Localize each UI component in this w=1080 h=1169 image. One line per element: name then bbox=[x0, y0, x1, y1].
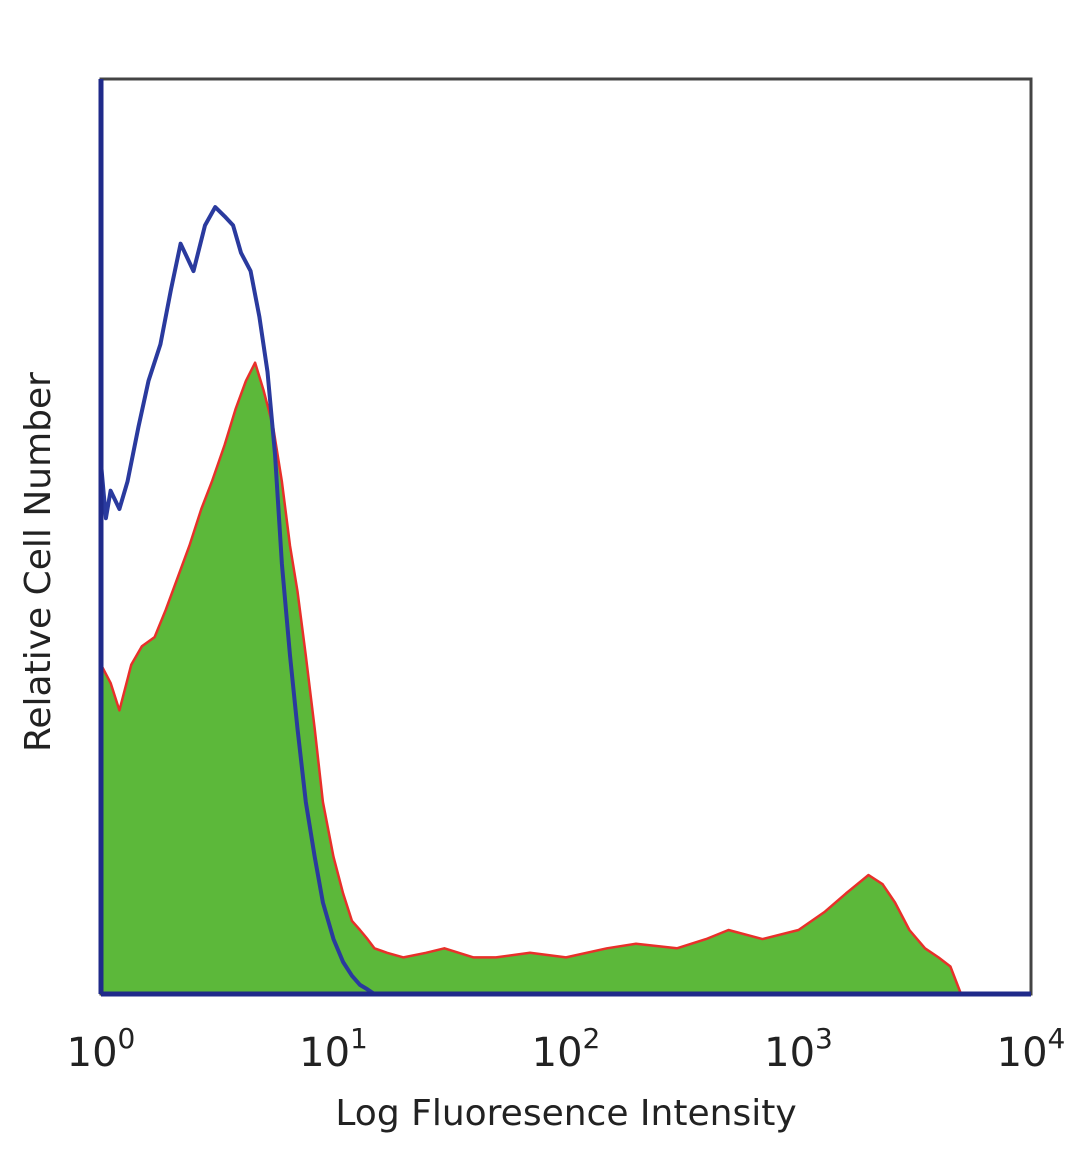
x-tick-exponent-2: 2 bbox=[583, 1022, 601, 1055]
x-tick-exponent-1: 1 bbox=[350, 1022, 368, 1055]
x-tick-base-0: 10 bbox=[67, 1030, 118, 1076]
x-tick-label-2: 102 bbox=[532, 1022, 601, 1076]
x-tick-label-0: 100 bbox=[67, 1022, 136, 1076]
x-tick-label-4: 104 bbox=[997, 1022, 1066, 1076]
x-tick-base-4: 10 bbox=[997, 1030, 1048, 1076]
x-axis-label: Log Fluoresence Intensity bbox=[335, 1093, 796, 1134]
series-0-line bbox=[99, 361, 963, 995]
series-0-fill bbox=[101, 362, 961, 994]
x-tick-base-2: 10 bbox=[532, 1030, 583, 1076]
series-1-line bbox=[99, 205, 376, 996]
x-tick-label-3: 103 bbox=[764, 1022, 833, 1076]
series-layer bbox=[99, 205, 963, 996]
x-tick-exponent-4: 4 bbox=[1048, 1022, 1066, 1055]
x-tick-exponent-0: 0 bbox=[118, 1022, 136, 1055]
x-tick-base-3: 10 bbox=[764, 1030, 815, 1076]
x-tick-exponent-3: 3 bbox=[815, 1022, 833, 1055]
x-tick-base-1: 10 bbox=[299, 1030, 350, 1076]
x-tick-labels: 100 101 102 103 104 bbox=[67, 1022, 1066, 1076]
x-tick-label-1: 101 bbox=[299, 1022, 368, 1076]
y-axis-label: Relative Cell Number bbox=[18, 372, 59, 752]
